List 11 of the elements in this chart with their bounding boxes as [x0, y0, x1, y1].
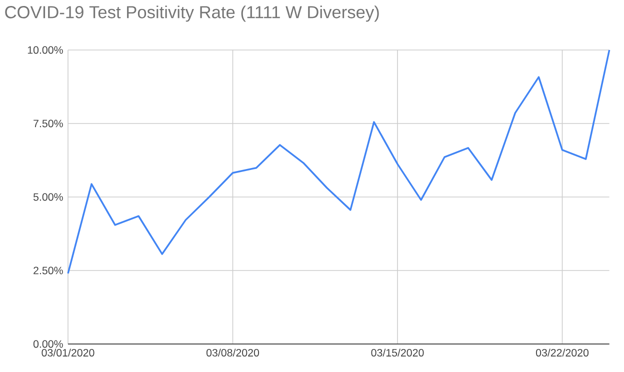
line-series: [67, 49, 610, 274]
y-tick-label: 0.00%: [33, 340, 63, 348]
chart-title: COVID-19 Test Positivity Rate (1111 W Diversey): [5, 6, 379, 22]
x-tick-label: 03/22/2020: [536, 348, 589, 357]
y-tick-label: 2.50%: [34, 266, 63, 274]
x-tick-label: 03/15/2020: [371, 348, 424, 357]
y-tick-label: 5.00%: [33, 193, 63, 201]
x-tick-label: 03/01/2020: [42, 348, 94, 357]
x-tick-label: 03/08/2020: [206, 348, 260, 357]
y-tick-label: 10.00%: [28, 46, 63, 54]
y-tick-label: 7.50%: [34, 120, 63, 128]
